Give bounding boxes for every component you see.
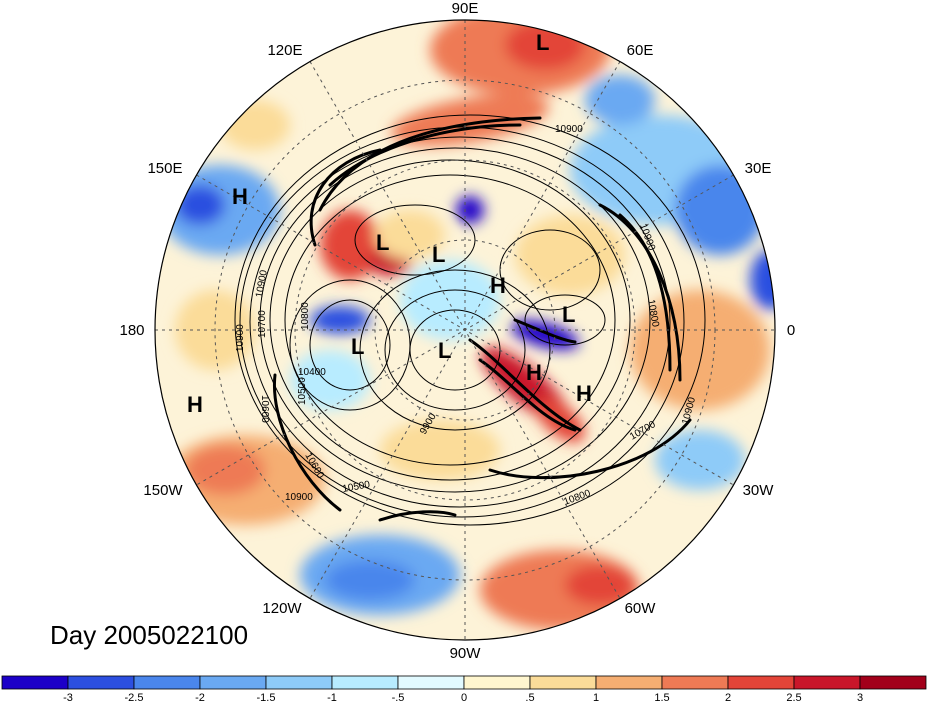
contour-label: 10900 [254, 269, 270, 299]
pressure-center-label: L [536, 30, 549, 55]
pressure-center-label: H [576, 381, 592, 406]
pressure-center-label: H [490, 273, 506, 298]
pressure-centers: L H L L H L L L H H H [187, 30, 592, 417]
colorbar-tick-label: -1 [327, 692, 337, 702]
colorbar-ticks: -3 -2.5 -2 -1.5 -1 -.5 0 .5 1 1.5 2 2.5 3 [63, 692, 863, 702]
contour-label: 10400 [298, 367, 326, 378]
colorbar-tick-label: 2.5 [786, 692, 801, 702]
contour-label: 10500 [342, 479, 372, 495]
pressure-center-label: H [526, 360, 542, 385]
longitude-labels: 90E 60E 30E 0 30W 60W 90W 120W 150W 180 … [119, 0, 795, 662]
longitude-label: 120W [262, 600, 302, 617]
contour-label: 10900 [235, 324, 246, 352]
contour-label: 10700 [257, 310, 268, 338]
contour-label: 10900 [285, 492, 313, 503]
colorbar-tick-label: -.5 [392, 692, 405, 702]
pressure-center-label: L [438, 338, 451, 363]
colorbar-swatch [727, 675, 795, 690]
contour-label: 10800 [300, 302, 311, 330]
colorbar-swatch [661, 675, 729, 690]
contour-label: 10600 [259, 395, 270, 423]
colorbar-swatch [133, 675, 201, 690]
colorbar-tick-label: -1.5 [257, 692, 276, 702]
colorbar: -3 -2.5 -2 -1.5 -1 -.5 0 .5 1 1.5 2 2.5 3 [1, 675, 927, 702]
pressure-center-label: L [376, 230, 389, 255]
map-boundary [154, 19, 776, 641]
longitude-label: 180 [119, 322, 144, 339]
colorbar-swatch [529, 675, 597, 690]
colorbar-tick-label: 1 [593, 692, 599, 702]
longitude-label: 60W [625, 600, 657, 617]
contour-label: 10900 [555, 124, 583, 135]
colorbar-swatch [1, 675, 69, 690]
contour-label: 10800 [645, 299, 661, 329]
anomaly-blobs [160, 20, 775, 630]
contour-label: 10500 [297, 377, 308, 405]
colorbar-swatch [793, 675, 861, 690]
longitude-label: 30W [743, 482, 775, 499]
colorbar-tick-label: 2 [725, 692, 731, 702]
pressure-center-label: H [187, 392, 203, 417]
colorbar-tick-label: 0 [461, 692, 467, 702]
colorbar-swatch [859, 675, 927, 690]
colorbar-tick-label: .5 [525, 692, 534, 702]
colorbar-tick-label: -2.5 [125, 692, 144, 702]
colorbar-tick-label: 1.5 [654, 692, 669, 702]
anomaly-field [155, 20, 775, 640]
longitude-label: 90E [452, 0, 479, 17]
colorbar-swatch [331, 675, 399, 690]
longitude-label: 150E [147, 160, 182, 177]
longitude-label: 0 [787, 322, 795, 339]
pressure-center-label: L [351, 334, 364, 359]
height-contours [234, 114, 706, 526]
longitude-label: 90W [450, 645, 482, 662]
colorbar-swatch [463, 675, 531, 690]
colorbar-tick-label: -2 [195, 692, 205, 702]
colorbar-swatches [1, 675, 927, 690]
day-title: Day 2005022100 [50, 620, 249, 650]
longitude-label: 150W [143, 482, 183, 499]
longitude-label: 60E [627, 42, 654, 59]
longitude-label: 120E [267, 42, 302, 59]
colorbar-swatch [265, 675, 333, 690]
colorbar-swatch [397, 675, 465, 690]
colorbar-tick-label: -3 [63, 692, 73, 702]
colorbar-swatch [67, 675, 135, 690]
pressure-center-label: L [432, 242, 445, 267]
colorbar-swatch [199, 675, 267, 690]
colorbar-swatch [595, 675, 663, 690]
pressure-center-label: H [232, 184, 248, 209]
graticule [155, 20, 775, 640]
pressure-center-label: L [562, 302, 575, 327]
colorbar-tick-label: 3 [857, 692, 863, 702]
longitude-label: 30E [745, 160, 772, 177]
